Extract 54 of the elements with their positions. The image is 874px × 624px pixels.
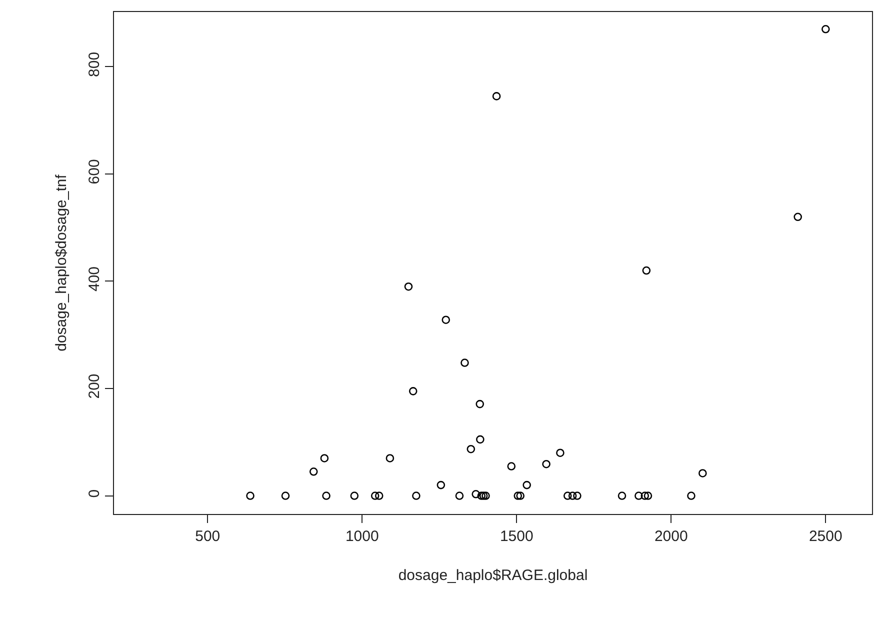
point [472,490,480,498]
point [492,92,501,100]
point [556,448,564,458]
point [634,492,643,500]
point [476,400,484,408]
point [542,460,550,468]
point [412,492,420,500]
point [246,492,254,500]
point [640,492,650,500]
point [455,492,464,500]
point [514,492,522,500]
point [479,492,488,500]
point [322,492,330,500]
point [822,25,830,34]
point [482,492,490,500]
point [476,435,484,444]
y-tick-label: 600 [86,159,103,184]
x-tick-label: 2500 [808,528,842,546]
y-tick-label: 400 [86,266,103,292]
point [374,492,384,500]
x-tick-label: 500 [195,528,220,546]
point [386,454,394,462]
point [687,492,696,500]
y-tick-label: 800 [86,52,103,77]
point [516,492,524,500]
point [507,462,516,470]
point [477,492,486,500]
x-axis-title: dosage_haplo$RAGE.global [398,567,588,584]
point [568,492,577,500]
x-tick-label: 1000 [345,528,379,546]
point [522,480,531,490]
point [404,282,413,291]
y-axis-title: dosage_haplo$dosage_tnf [53,174,70,352]
point [698,469,707,478]
point [309,467,318,476]
point [644,492,652,500]
point [442,316,450,324]
point [573,492,582,500]
point [370,492,380,500]
point [350,492,359,500]
y-tick-label: 0 [86,489,103,498]
point [281,492,290,500]
point [460,358,469,367]
y-tick-label: 200 [86,374,103,399]
point [408,387,418,396]
x-tick-label: 2000 [654,528,688,546]
point [794,212,802,222]
point [436,480,446,490]
point [642,266,651,275]
point [618,492,626,500]
x-tick-label: 1500 [500,528,534,546]
point [563,492,572,500]
point [320,454,329,462]
point [466,444,476,454]
